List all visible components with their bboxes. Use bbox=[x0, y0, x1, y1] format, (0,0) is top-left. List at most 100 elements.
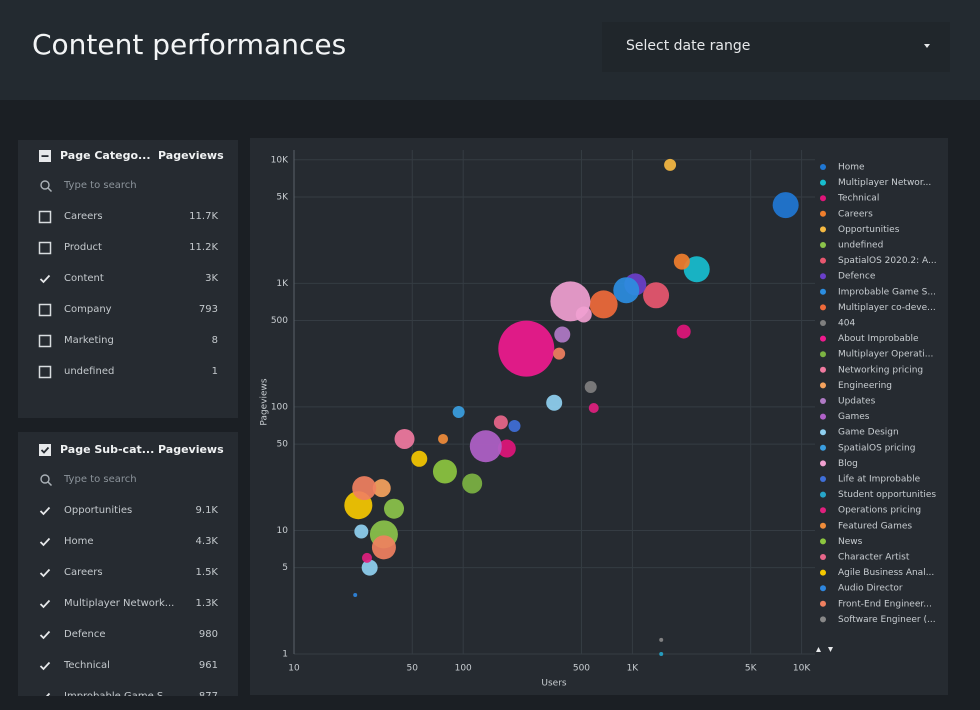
legend-label: Engineering bbox=[838, 381, 892, 391]
bubble bbox=[554, 326, 571, 343]
x-tick-label: 100 bbox=[455, 664, 472, 674]
column-metric: Pageviews bbox=[158, 149, 224, 162]
bubble bbox=[575, 306, 592, 323]
legend-marker bbox=[820, 413, 826, 420]
bubble bbox=[384, 498, 405, 519]
date-range-select[interactable]: Select date range bbox=[602, 22, 950, 72]
legend-marker bbox=[820, 273, 826, 280]
legend-page-down[interactable] bbox=[828, 647, 833, 652]
legend-marker bbox=[820, 257, 826, 264]
legend-label: Audio Director bbox=[838, 584, 903, 594]
legend-marker bbox=[820, 195, 826, 202]
top-bar: Content performances Select date range bbox=[0, 0, 980, 100]
row-check[interactable] bbox=[38, 659, 52, 673]
legend-label: Character Artist bbox=[838, 553, 910, 563]
row-check[interactable] bbox=[38, 690, 52, 696]
search-icon bbox=[40, 180, 53, 193]
column-title: Page Catego... bbox=[60, 149, 151, 162]
row-label: Multiplayer Network... bbox=[64, 598, 175, 609]
y-tick-label: 10 bbox=[277, 526, 289, 536]
search-input[interactable]: Type to search bbox=[64, 180, 137, 191]
row-label: Technical bbox=[64, 660, 110, 671]
legend-marker bbox=[820, 429, 826, 436]
row-value: 11.2K bbox=[189, 242, 218, 253]
y-tick-label: 5 bbox=[282, 563, 288, 573]
legend-label: Multiplayer co-deve... bbox=[838, 303, 936, 313]
legend-label: Agile Business Anal... bbox=[838, 568, 934, 578]
legend-marker bbox=[820, 288, 826, 295]
row-check[interactable] bbox=[38, 628, 52, 642]
row-value: 8 bbox=[211, 335, 218, 346]
legend-marker bbox=[820, 460, 826, 467]
bubble bbox=[498, 320, 555, 377]
legend-label: Software Engineer (... bbox=[838, 615, 936, 625]
row-check[interactable] bbox=[38, 535, 52, 549]
legend-label: Opportunities bbox=[838, 225, 900, 235]
bubble bbox=[469, 430, 502, 463]
row-check[interactable] bbox=[38, 566, 52, 580]
row-check[interactable] bbox=[38, 504, 52, 518]
row-checkbox[interactable] bbox=[38, 334, 52, 348]
legend-page-up[interactable] bbox=[816, 647, 821, 652]
row-value: 1 bbox=[211, 366, 218, 377]
row-value: 4.3K bbox=[195, 536, 218, 547]
legend-label: Careers bbox=[838, 209, 873, 219]
legend-label: 404 bbox=[838, 319, 855, 329]
legend-marker bbox=[820, 491, 826, 498]
row-check[interactable] bbox=[38, 272, 52, 286]
bubble bbox=[613, 277, 640, 304]
row-checkbox[interactable] bbox=[38, 365, 52, 379]
legend-label: News bbox=[838, 537, 863, 547]
bubble bbox=[683, 256, 710, 283]
header-checkbox[interactable] bbox=[38, 443, 52, 457]
row-checkbox[interactable] bbox=[38, 241, 52, 255]
row-checkbox[interactable] bbox=[38, 303, 52, 317]
row-value: 980 bbox=[198, 629, 218, 640]
header-checkbox[interactable] bbox=[38, 149, 52, 163]
page-title: Content performances bbox=[32, 28, 347, 61]
legend-marker bbox=[820, 569, 826, 576]
row-label: Home bbox=[64, 536, 94, 547]
bubble bbox=[659, 637, 664, 642]
row-label: Content bbox=[64, 273, 104, 284]
row-label: Careers bbox=[64, 211, 103, 222]
y-tick-label: 1K bbox=[276, 279, 289, 289]
chart: Pageviews Users 1 5 10 50 100 500 1K 5K 10K 10 50 1… bbox=[260, 150, 937, 689]
legend-label: Updates bbox=[838, 397, 876, 407]
y-tick-label: 500 bbox=[271, 316, 288, 326]
legend-label: Student opportunities bbox=[838, 490, 936, 500]
x-tick-label: 10 bbox=[288, 664, 300, 674]
row-label: Marketing bbox=[64, 335, 114, 346]
y-tick-label: 50 bbox=[277, 440, 289, 450]
legend-marker bbox=[820, 538, 826, 545]
search-icon bbox=[40, 474, 53, 487]
row-label: undefined bbox=[64, 366, 115, 377]
legend-label: Blog bbox=[838, 459, 858, 469]
y-tick-label: 10K bbox=[271, 155, 289, 165]
bubble bbox=[462, 473, 483, 494]
legend-label: About Improbable bbox=[838, 334, 919, 344]
legend-marker bbox=[820, 304, 826, 311]
x-axis-label: Users bbox=[541, 679, 567, 689]
bubble bbox=[659, 652, 664, 656]
row-label: Product bbox=[64, 242, 102, 253]
bubble bbox=[643, 282, 670, 309]
bubble bbox=[584, 380, 597, 393]
chart-panel: Pageviews Users 1 5 10 50 100 500 1K 5K 10K 10 50 1… bbox=[250, 138, 948, 695]
legend-label: Games bbox=[838, 412, 870, 422]
row-value: 3K bbox=[205, 273, 218, 284]
row-value: 9.1K bbox=[195, 505, 218, 516]
legend-marker bbox=[820, 444, 826, 451]
bubble bbox=[432, 459, 457, 484]
legend-marker bbox=[820, 242, 826, 248]
bubble bbox=[372, 479, 391, 498]
search-input[interactable]: Type to search bbox=[64, 474, 137, 485]
row-check[interactable] bbox=[38, 597, 52, 611]
dropdown-caret bbox=[924, 44, 930, 48]
legend-marker bbox=[820, 522, 826, 529]
bubble bbox=[546, 394, 563, 411]
row-checkbox[interactable] bbox=[38, 210, 52, 224]
bubble bbox=[352, 476, 377, 501]
x-tick-label: 5K bbox=[745, 664, 758, 674]
